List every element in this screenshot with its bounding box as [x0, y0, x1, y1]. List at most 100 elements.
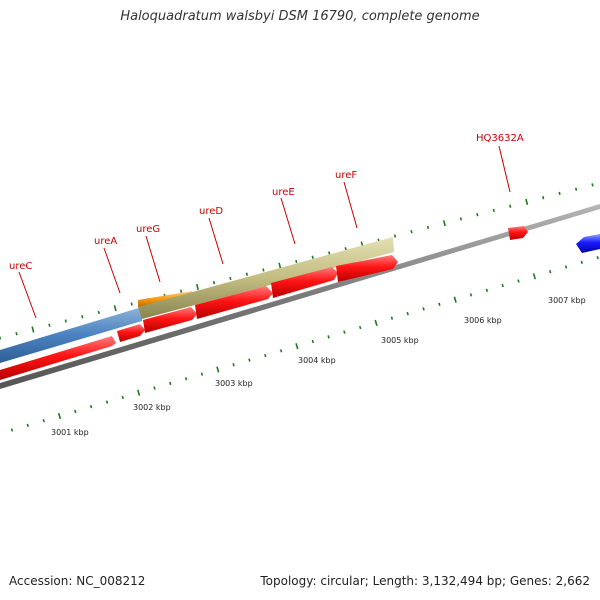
minor-tick — [311, 339, 314, 344]
minor-tick — [542, 196, 545, 200]
minor-tick — [343, 330, 346, 334]
minor-tick — [564, 265, 568, 269]
operon-feature-khaki[interactable] — [138, 237, 394, 319]
minor-tick — [517, 279, 520, 283]
scale-label: 3006 kbp — [464, 316, 502, 325]
minor-tick — [410, 230, 413, 234]
minor-tick — [422, 307, 425, 311]
minor-tick — [406, 311, 409, 316]
minor-tick — [64, 319, 67, 323]
minor-tick — [121, 395, 124, 400]
cds-arrow[interactable] — [271, 267, 338, 298]
minor-tick — [97, 310, 100, 315]
major-tick — [113, 305, 117, 312]
major-tick — [532, 273, 537, 280]
minor-tick — [549, 270, 552, 274]
minor-tick — [10, 428, 14, 432]
gene-label[interactable]: HQ3632A — [476, 133, 524, 144]
cds-arrow[interactable] — [143, 307, 197, 333]
upper-tick-track — [0, 183, 594, 340]
cds-arrow[interactable] — [508, 226, 528, 240]
minor-tick — [390, 316, 394, 320]
operon-feature-blue[interactable] — [0, 307, 142, 363]
major-tick — [57, 412, 62, 420]
genome-title: Haloquadratum walsbyi DSM 16790, complet… — [120, 9, 480, 24]
genome-summary-label: Topology: circular; Length: 3,132,494 bp… — [260, 574, 590, 588]
accession-label: Accession: NC_008212 — [9, 574, 146, 588]
minor-tick — [89, 405, 93, 409]
minor-tick — [438, 302, 441, 306]
minor-tick — [262, 268, 265, 272]
gene-labels: ureC ureA ureG ureD ureE ureF HQ3632A — [9, 133, 524, 272]
genome-backbone — [0, 204, 600, 389]
minor-tick — [295, 259, 298, 264]
minor-tick — [485, 288, 489, 292]
gene-label[interactable]: ureG — [136, 224, 160, 235]
scale-label: 3003 kbp — [215, 379, 253, 388]
minor-tick — [591, 183, 594, 187]
minor-tick — [596, 256, 599, 260]
minor-tick — [0, 336, 2, 340]
scale-label: 3002 kbp — [133, 403, 171, 412]
minor-tick — [169, 381, 172, 386]
gene-leader-lines — [18, 145, 511, 319]
minor-tick — [200, 372, 204, 376]
scale-label: 3004 kbp — [298, 356, 336, 365]
minor-tick — [212, 281, 216, 285]
minor-tick — [327, 335, 330, 339]
major-tick — [136, 389, 141, 396]
minor-tick — [344, 247, 347, 251]
cds-arrow[interactable] — [117, 324, 145, 342]
minor-tick — [105, 400, 109, 404]
minor-tick — [501, 283, 504, 288]
minor-tick — [279, 349, 283, 353]
gene-label[interactable]: ureC — [9, 261, 32, 272]
scale-label: 3007 kbp — [548, 296, 586, 305]
major-tick — [31, 326, 35, 333]
gene-label[interactable]: ureD — [199, 206, 223, 217]
scale-label: 3001 kbp — [51, 428, 89, 437]
major-tick — [216, 366, 220, 373]
minor-tick — [459, 217, 463, 221]
minor-tick — [328, 251, 331, 255]
gene-label[interactable]: ureF — [335, 170, 357, 181]
minor-tick — [492, 208, 495, 213]
minor-tick — [48, 323, 51, 327]
major-tick — [278, 262, 282, 269]
minor-tick — [232, 363, 235, 367]
minor-tick — [81, 315, 84, 319]
minor-tick — [393, 234, 397, 238]
scale-label: 3005 kbp — [381, 336, 419, 345]
minor-tick — [179, 289, 183, 293]
minor-tick — [248, 358, 251, 362]
cds-arrow-reverse[interactable] — [576, 234, 600, 253]
minor-tick — [580, 260, 583, 264]
minor-tick — [130, 302, 133, 306]
minor-tick — [74, 409, 77, 414]
lower-tick-track — [10, 256, 599, 432]
minor-tick — [15, 332, 18, 336]
minor-tick — [509, 204, 512, 208]
minor-tick — [359, 325, 362, 330]
minor-tick — [311, 255, 314, 259]
minor-tick — [264, 353, 267, 358]
operon-feature-orange[interactable] — [138, 291, 192, 307]
cds-arrow[interactable] — [0, 336, 116, 380]
minor-tick — [245, 272, 249, 276]
minor-tick — [574, 187, 578, 191]
gene-label[interactable]: ureE — [272, 187, 295, 198]
major-tick — [295, 343, 299, 350]
minor-tick — [153, 386, 156, 390]
gene-label[interactable]: ureA — [94, 236, 117, 247]
minor-tick — [229, 276, 232, 281]
major-tick — [442, 220, 446, 227]
major-tick — [374, 319, 378, 327]
cds-arrow[interactable] — [195, 286, 273, 319]
minor-tick — [42, 419, 45, 423]
minor-tick — [476, 213, 479, 217]
minor-tick — [558, 191, 561, 196]
minor-tick — [426, 225, 430, 230]
cds-arrow[interactable] — [336, 255, 398, 282]
minor-tick — [184, 377, 188, 381]
